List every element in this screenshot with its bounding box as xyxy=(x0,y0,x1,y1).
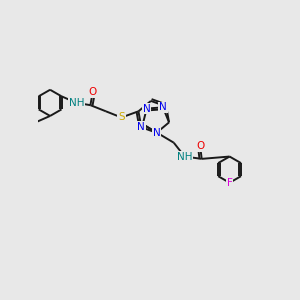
Text: N: N xyxy=(153,128,160,138)
Text: O: O xyxy=(196,141,204,151)
Text: N: N xyxy=(143,103,151,113)
Text: N: N xyxy=(159,102,167,112)
Text: F: F xyxy=(226,178,232,188)
Text: NH: NH xyxy=(69,98,84,108)
Text: S: S xyxy=(118,112,125,122)
Text: O: O xyxy=(88,87,97,97)
Text: N: N xyxy=(137,122,145,132)
Text: NH: NH xyxy=(177,152,192,161)
